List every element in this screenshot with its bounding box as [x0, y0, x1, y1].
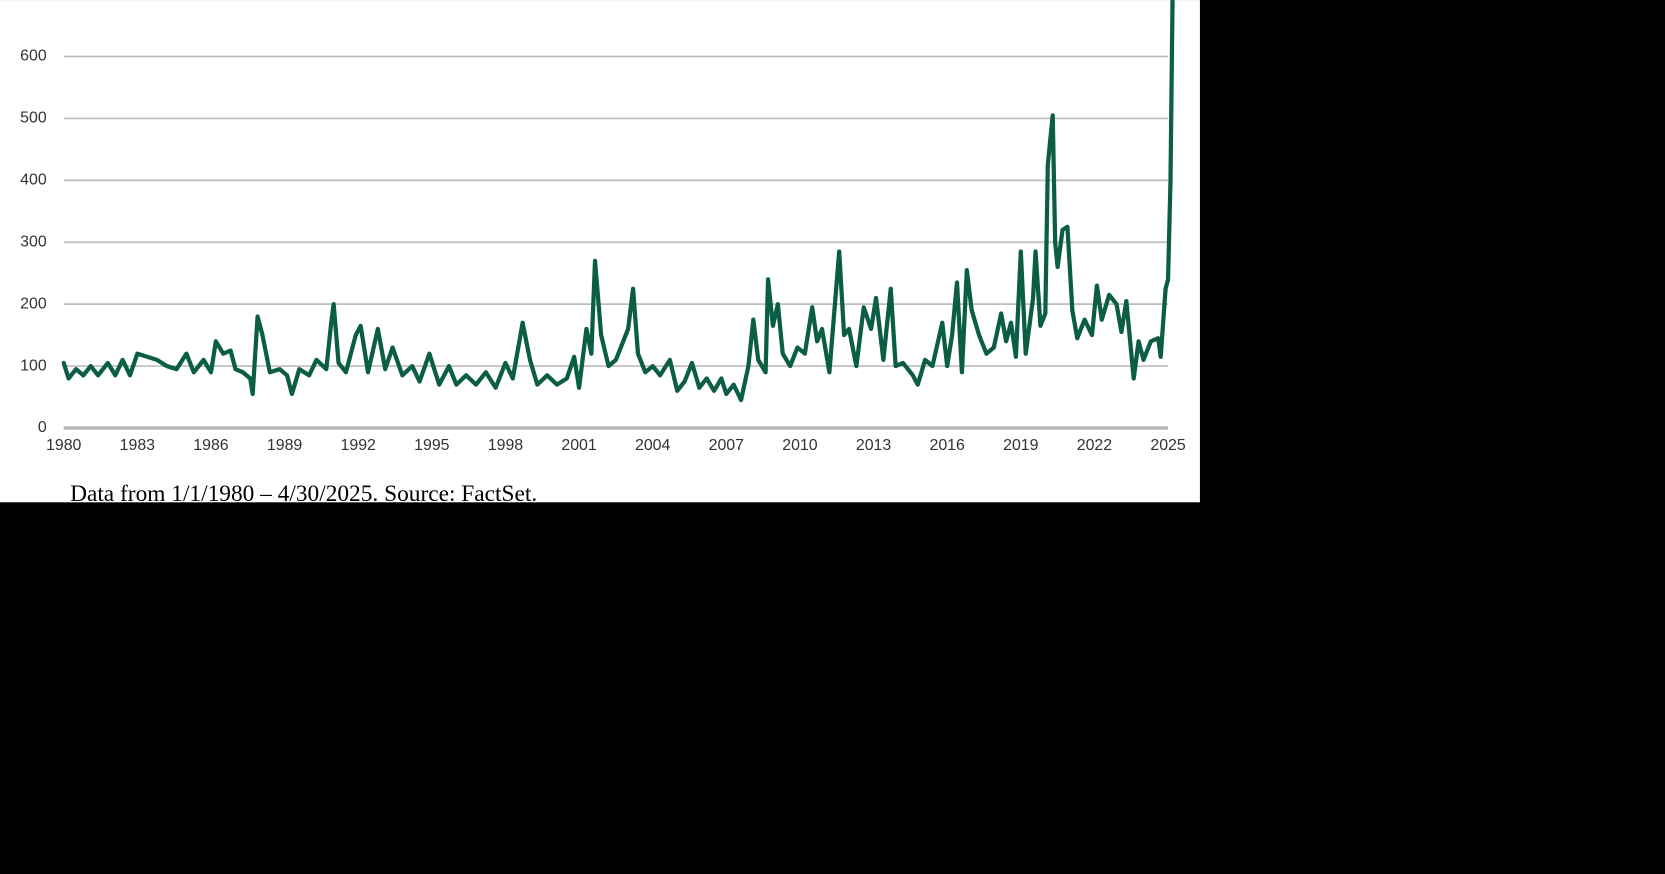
- plot-area: Data from 1/1/1980 – 4/30/2025. Source: …: [20, 0, 1186, 507]
- x-tick-label: 2016: [929, 437, 965, 454]
- y-tick-label: 200: [20, 295, 47, 312]
- x-tick-label: 1998: [488, 437, 524, 454]
- y-tick-label: 400: [20, 172, 47, 189]
- y-tick-label: 300: [20, 233, 47, 250]
- y-tick-label: 0: [38, 419, 47, 436]
- chart-background: [0, 0, 1200, 503]
- y-tick-label: 100: [20, 357, 47, 374]
- x-tick-label: 2022: [1077, 437, 1113, 454]
- line-series: [61, 0, 1175, 403]
- x-tick-label: 1983: [120, 437, 156, 454]
- x-tick-label: 1989: [267, 437, 303, 454]
- y-tick-label: 600: [20, 48, 47, 65]
- y-tick-label: 700: [20, 0, 47, 3]
- x-tick-label: 1995: [414, 437, 450, 454]
- x-tick-label: 2001: [561, 437, 597, 454]
- x-tick-label: 2010: [782, 437, 818, 454]
- y-tick-label: 500: [20, 110, 47, 127]
- x-tick-label: 2004: [635, 437, 671, 454]
- x-tick-label: 2007: [709, 437, 745, 454]
- x-tick-label: 2013: [856, 437, 892, 454]
- x-tick-label: 1992: [341, 437, 377, 454]
- x-tick-label: 1980: [46, 437, 82, 454]
- x-tick-label: 2025: [1150, 437, 1186, 454]
- x-tick-label: 1986: [193, 437, 229, 454]
- x-tick-label: 2019: [1003, 437, 1039, 454]
- footnote: Data from 1/1/1980 – 4/30/2025. Source: …: [70, 481, 537, 507]
